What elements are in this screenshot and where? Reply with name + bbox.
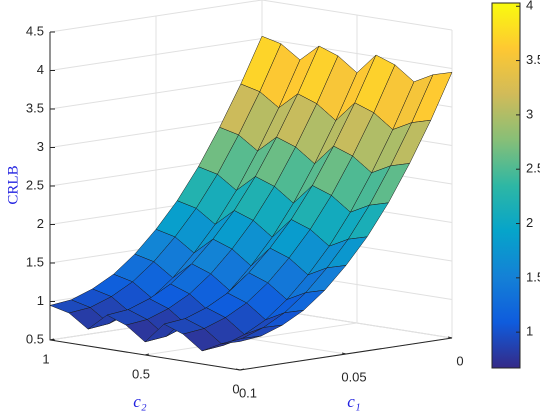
colorbar-tick-label: 1.5 [526,269,540,284]
colorbar-tick-label: 3 [526,106,533,121]
z-axis-label: CRLB [5,165,21,204]
grid-line [49,0,453,33]
colorbar-tick-label: 1 [526,324,533,339]
z-tick-label: 2 [37,216,44,231]
colorbar-tick-label: 2 [526,215,533,230]
colorbar-tick-label: 2.5 [526,161,540,176]
y-tick-label: 0.5 [132,366,150,381]
z-tick-label: 1 [37,293,44,308]
x-tick-label: 0 [456,353,463,368]
x-tick-label: 0.1 [239,385,257,400]
x-tick [235,368,241,371]
colorbar-tick-label: 4 [526,0,533,13]
x-tick-label: 0.05 [341,369,366,384]
x-axis-label: c₁ [347,392,360,411]
z-tick-label: 0.5 [26,331,44,346]
y-tick [49,338,55,341]
z-tick-label: 2.5 [26,177,44,192]
x-tick [447,336,453,339]
y-tick [144,353,150,356]
colorbar-tick-label: 3.5 [526,52,540,67]
surface-patch [220,335,262,345]
y-tick [239,368,245,371]
z-tick-label: 1.5 [26,254,44,269]
z-tick-label: 3 [37,139,44,154]
z-tick-label: 4 [37,62,44,77]
y-tick-label: 0 [232,381,239,396]
x-tick [341,352,347,355]
colorbar [491,2,521,369]
z-tick-label: 4.5 [26,23,44,38]
z-tick-label: 3.5 [26,100,44,115]
y-tick-label: 1 [42,351,49,366]
y-axis-label: c₂ [133,392,147,411]
